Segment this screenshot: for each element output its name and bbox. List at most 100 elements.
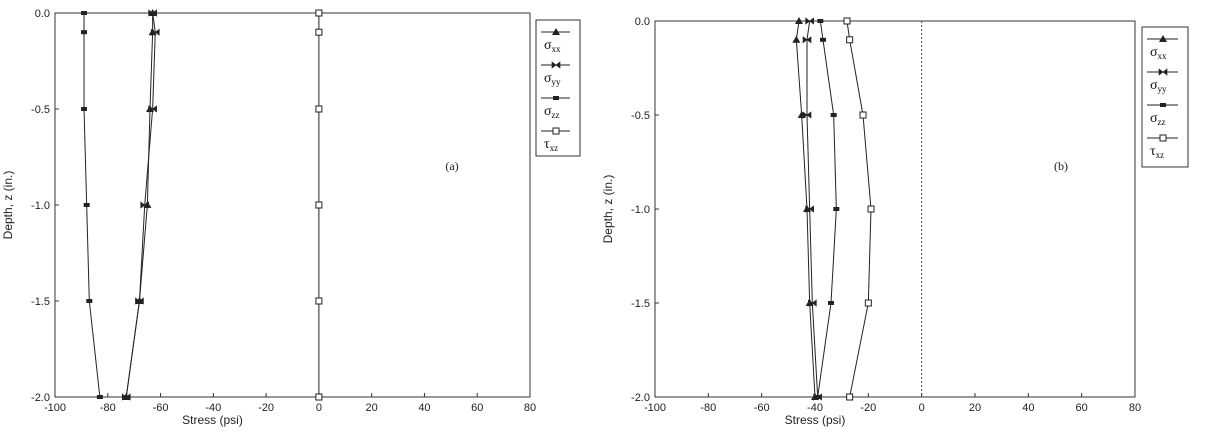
x-tick-label: 20 (366, 402, 378, 414)
legend-marker (552, 28, 560, 35)
legend-marker (1159, 134, 1167, 142)
legend-marker (1158, 68, 1168, 76)
legend-marker (551, 61, 561, 69)
x-axis-label: Stress (psi) (182, 413, 243, 427)
data-point (828, 301, 834, 305)
x-tick-label: -20 (860, 402, 876, 414)
legend-marker (553, 96, 559, 100)
y-tick-label: 0.0 (35, 8, 50, 20)
x-tick-label: -80 (700, 402, 716, 414)
series-4 (315, 9, 323, 401)
data-point (148, 105, 157, 113)
series-2 (121, 9, 160, 401)
x-tick-label: 80 (1129, 402, 1141, 414)
panel-label: (a) (445, 159, 458, 173)
y-tick-label: -0.5 (31, 104, 50, 116)
data-point (81, 30, 88, 35)
x-tick-label: 40 (1022, 402, 1034, 414)
x-tick-label: 0 (316, 402, 322, 414)
series-line (125, 12, 156, 398)
x-tick-label: -60 (153, 402, 169, 414)
data-point (864, 299, 872, 307)
data-point (315, 297, 323, 305)
series-line (83, 13, 101, 398)
series-1 (122, 9, 157, 400)
data-point (315, 105, 323, 113)
x-tick-label: -60 (754, 402, 770, 414)
series-2 (802, 17, 822, 401)
data-point (148, 9, 157, 17)
data-point (150, 28, 160, 36)
x-tick-label: -40 (205, 402, 221, 414)
legend-marker (552, 127, 560, 135)
x-tick-label: 40 (418, 402, 430, 414)
data-point (802, 36, 812, 44)
y-axis-label: Depth, z (in.) (1, 171, 15, 240)
series-line (806, 20, 819, 398)
plot-frame (54, 12, 531, 398)
data-point (96, 395, 103, 399)
y-tick-label: -0.5 (631, 110, 650, 122)
y-tick-label: -2.0 (631, 392, 650, 404)
data-point (830, 113, 837, 117)
y-tick-label: -1.5 (631, 298, 650, 310)
legend-box (535, 19, 581, 157)
y-axis-label: Depth, z (in.) (601, 175, 615, 244)
legend-box (1141, 26, 1189, 168)
series-line (817, 20, 837, 398)
legend-marker (1159, 35, 1167, 42)
data-point (135, 297, 144, 305)
data-point (805, 17, 814, 25)
data-point (792, 35, 801, 43)
data-point (315, 9, 323, 17)
chart-panel-a: -100 -80 -60 -40 -20 0 20 40 60 80 0.0 -0.5 -1.0 -1.5… (1, 8, 581, 427)
data-point (315, 28, 323, 36)
data-point (820, 37, 826, 42)
data-point (817, 19, 824, 23)
x-tick-label: -20 (258, 402, 274, 414)
data-point (86, 299, 93, 303)
series-3 (814, 19, 840, 399)
data-point (846, 36, 854, 44)
data-point (833, 207, 840, 211)
x-tick-label: 20 (969, 402, 981, 414)
y-tick-label: 0.0 (635, 16, 650, 28)
data-point (808, 299, 817, 307)
data-point (802, 111, 812, 119)
data-point (121, 393, 131, 401)
y-tick-label: -2.0 (31, 392, 50, 404)
data-point (814, 395, 821, 399)
x-tick-label: -100 (44, 402, 66, 414)
y-tick-label: -1.0 (631, 204, 650, 216)
data-point (315, 201, 323, 209)
x-tick-label: -40 (807, 402, 823, 414)
x-tick-label: 60 (471, 402, 483, 414)
series-3 (81, 11, 103, 399)
data-point (795, 17, 803, 24)
x-tick-label: 60 (1076, 402, 1088, 414)
data-point (846, 393, 854, 401)
data-point (867, 205, 875, 213)
chart-panel-b: -100 -80 -60 -40 -20 0 20 40 60 80 0.0 -0.5 -1.0 -1.5… (601, 16, 1189, 427)
x-tick-label: -100 (644, 402, 666, 414)
data-point (859, 111, 867, 119)
x-tick-label: 80 (524, 402, 536, 414)
data-point (81, 11, 88, 15)
x-axis-label: Stress (psi) (785, 413, 846, 427)
data-point (83, 203, 90, 207)
data-point (140, 201, 150, 209)
plot-frame (654, 20, 1136, 398)
panel-label: (b) (1054, 159, 1068, 173)
legend-marker (1160, 103, 1166, 107)
y-tick-label: -1.0 (31, 200, 50, 212)
data-point (315, 393, 323, 401)
data-point (843, 17, 851, 25)
data-point (805, 205, 814, 213)
series-4 (843, 17, 875, 401)
data-point (81, 107, 88, 111)
x-tick-label: -80 (100, 402, 116, 414)
y-tick-label: -1.5 (31, 296, 50, 308)
